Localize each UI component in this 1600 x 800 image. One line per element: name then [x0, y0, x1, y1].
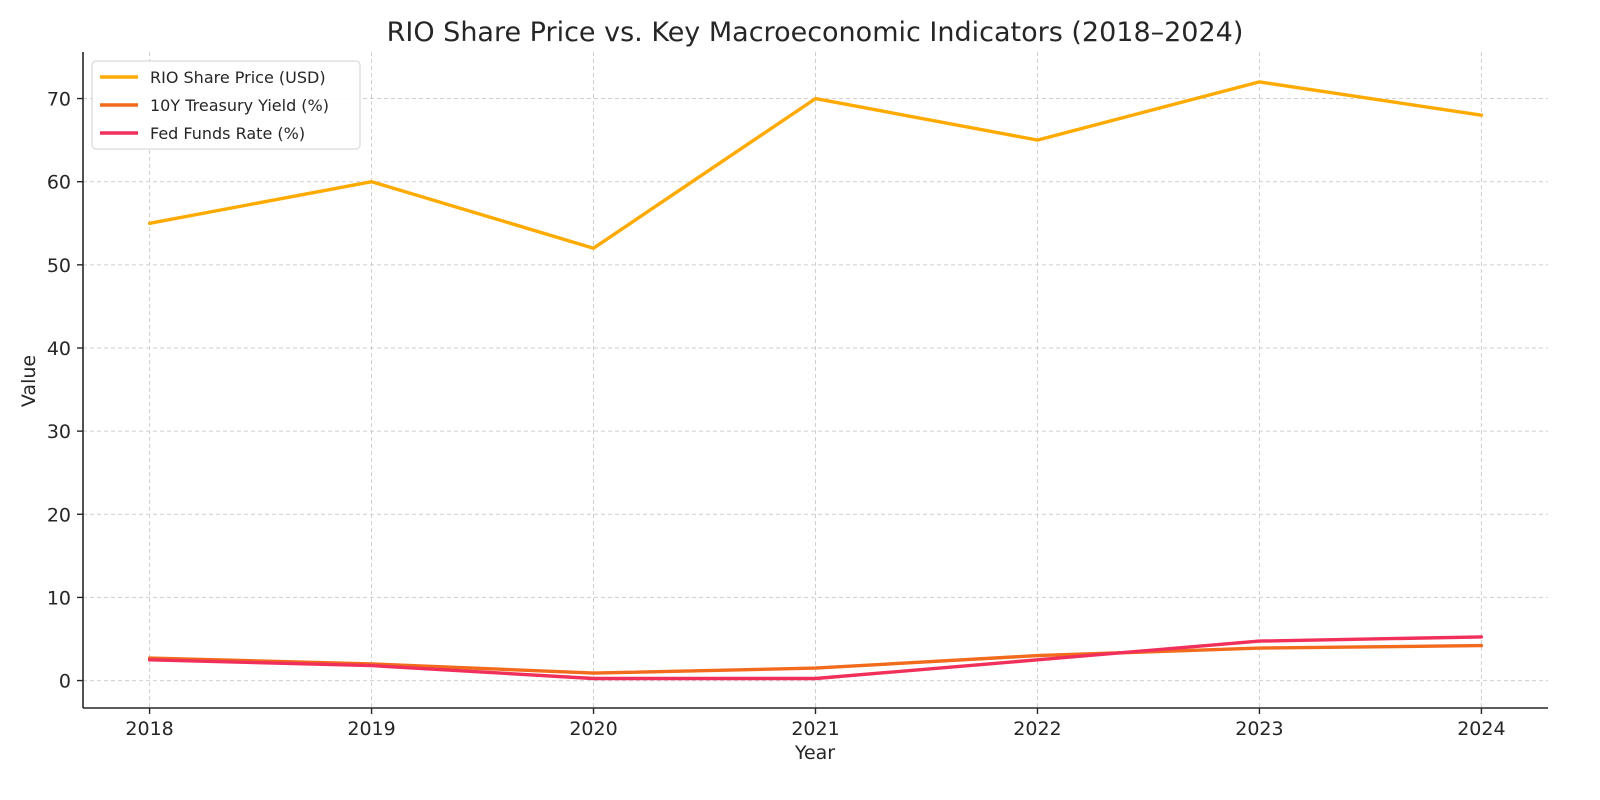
y-tick-label: 70: [47, 89, 71, 111]
x-tick-label: 2019: [347, 718, 395, 740]
grid: [83, 52, 1548, 708]
legend-entries: RIO Share Price (USD) 10Y Treasury Yield …: [100, 68, 329, 143]
x-tick-label: 2023: [1235, 718, 1283, 740]
y-tick-label: 40: [47, 338, 71, 360]
y-tick-label: 50: [47, 255, 71, 277]
x-tick-label: 2024: [1457, 718, 1505, 740]
x-tick-label: 2022: [1013, 718, 1061, 740]
y-tick-label: 10: [47, 587, 71, 609]
y-ticks: 0 10 20 30 40 50 60 70: [47, 89, 83, 693]
x-tick-label: 2020: [569, 718, 617, 740]
legend: RIO Share Price (USD) 10Y Treasury Yield …: [91, 60, 361, 150]
x-tick-label: 2018: [125, 718, 173, 740]
x-tick-label: 2021: [791, 718, 839, 740]
series-lines: [147, 80, 1484, 681]
y-tick-label: 0: [59, 671, 71, 693]
x-ticks: 2018 2019 2020 2021 2022 2023 2024: [125, 708, 1506, 740]
legend-label: RIO Share Price (USD): [150, 68, 326, 87]
legend-label: Fed Funds Rate (%): [150, 124, 305, 143]
series-line-3: [147, 635, 1484, 681]
legend-label: 10Y Treasury Yield (%): [150, 96, 329, 115]
y-tick-label: 60: [47, 172, 71, 194]
series-line-1: [147, 80, 1484, 250]
x-axis-label: Year: [794, 742, 835, 764]
y-tick-label: 30: [47, 421, 71, 443]
chart-title: RIO Share Price vs. Key Macroeconomic In…: [387, 17, 1244, 48]
y-tick-label: 20: [47, 504, 71, 526]
legend-box: [91, 60, 361, 150]
y-axis-label: Value: [18, 355, 40, 407]
